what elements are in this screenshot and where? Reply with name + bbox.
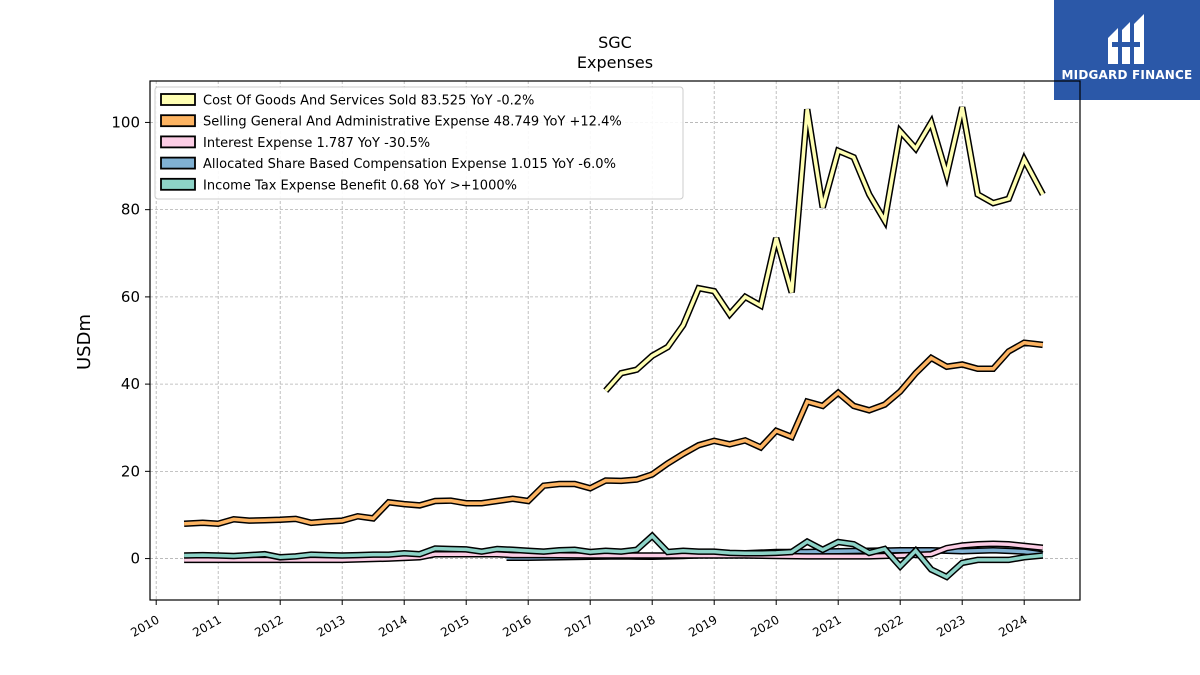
x-tick-label: 2010 bbox=[128, 612, 161, 639]
legend-entry: Interest Expense 1.787 YoY -30.5% bbox=[203, 136, 430, 151]
y-tick-label: 100 bbox=[111, 113, 140, 131]
chart-legend: Cost Of Goods And Services Sold 83.525 Y… bbox=[154, 86, 684, 200]
legend-entry: Cost Of Goods And Services Sold 83.525 Y… bbox=[203, 94, 534, 109]
y-tick-label: 40 bbox=[121, 375, 140, 393]
plot-frame bbox=[149, 80, 1081, 601]
brand-name: MIDGARD FINANCE bbox=[1061, 68, 1193, 82]
x-tick-label: 2022 bbox=[872, 612, 905, 639]
y-tick-label: 0 bbox=[130, 550, 140, 568]
series-line-interest-expense bbox=[184, 541, 1043, 562]
x-tick-label: 2023 bbox=[934, 612, 967, 639]
legend-swatch bbox=[160, 177, 196, 191]
legend-entry: Selling General And Administrative Expen… bbox=[203, 115, 622, 130]
x-tick-label: 2014 bbox=[376, 612, 409, 639]
series-line-income-tax-expense-benefit bbox=[184, 533, 1043, 579]
series-outline-selling-general-and-administrative-expense bbox=[183, 339, 1044, 527]
x-tick-label: 2024 bbox=[996, 612, 1029, 639]
x-tick-label: 2016 bbox=[500, 612, 533, 639]
x-tick-label: 2015 bbox=[438, 612, 471, 639]
x-tick-label: 2017 bbox=[562, 612, 595, 639]
y-tick-label: 60 bbox=[121, 288, 140, 306]
chart-title: SGC bbox=[598, 33, 632, 52]
x-tick-label: 2019 bbox=[686, 612, 719, 639]
y-axis-label: USDm bbox=[74, 314, 95, 370]
legend-entry: Income Tax Expense Benefit 0.68 YoY >+10… bbox=[203, 178, 517, 193]
x-tick-label: 2020 bbox=[748, 612, 781, 639]
legend-swatch bbox=[160, 93, 196, 106]
legend-box bbox=[154, 86, 684, 200]
y-tick-label: 20 bbox=[121, 462, 140, 480]
legend-swatch bbox=[160, 114, 196, 128]
legend-entry: Allocated Share Based Compensation Expen… bbox=[203, 157, 616, 172]
x-tick-label: 2018 bbox=[624, 612, 657, 639]
legend-swatch bbox=[160, 156, 196, 170]
series-line-cost-of-goods-and-services-sold bbox=[604, 106, 1045, 392]
x-tick-label: 2011 bbox=[190, 612, 223, 639]
brand-logo: MIDGARD FINANCE bbox=[1054, 0, 1200, 100]
chart-subtitle: Expenses bbox=[577, 53, 653, 72]
series-line-selling-general-and-administrative-expense bbox=[184, 340, 1044, 526]
x-tick-label: 2021 bbox=[810, 612, 843, 639]
x-tick-label: 2013 bbox=[314, 612, 347, 639]
brand-mark-icon bbox=[1108, 14, 1144, 64]
x-tick-label: 2012 bbox=[252, 612, 285, 639]
y-tick-label: 80 bbox=[121, 201, 140, 219]
legend-swatch bbox=[160, 135, 196, 149]
series-layer bbox=[183, 106, 1046, 581]
